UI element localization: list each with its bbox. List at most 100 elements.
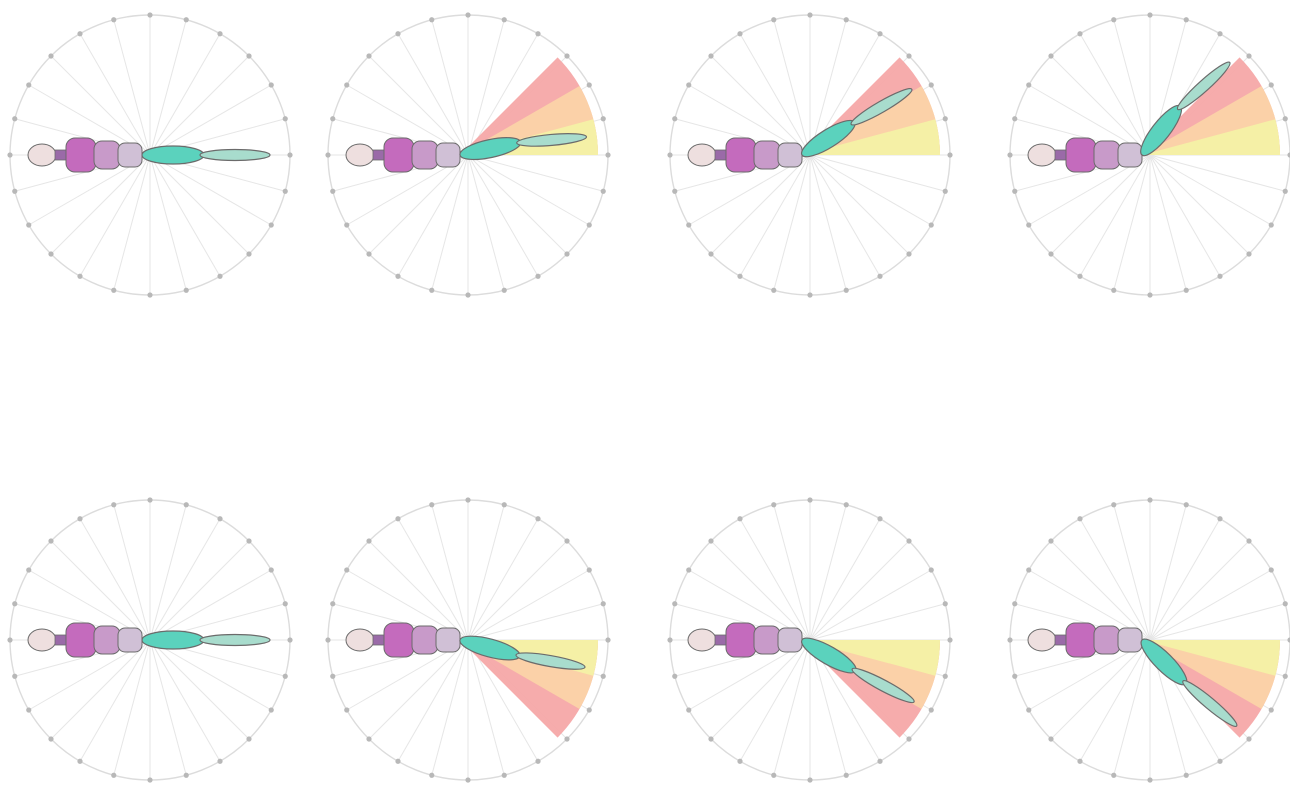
- tick-dot: [667, 637, 673, 643]
- spoke-line: [1050, 154, 1151, 255]
- spoke-line: [467, 19, 505, 156]
- tick-dot: [429, 772, 435, 778]
- tick-dot: [246, 251, 252, 257]
- spoke-line: [809, 504, 847, 641]
- tick-dot: [947, 152, 953, 158]
- spoke-line: [739, 518, 811, 641]
- tick-dot: [465, 777, 471, 783]
- tick-dot: [282, 116, 288, 122]
- tick-dot: [501, 17, 507, 23]
- tick-dot: [737, 516, 743, 522]
- spoke-line: [368, 154, 469, 255]
- spoke-line: [149, 518, 221, 641]
- spoke-line: [1079, 33, 1151, 156]
- limb-segment-proximal: [141, 630, 205, 650]
- tick-dot: [7, 152, 13, 158]
- tick-dot: [535, 273, 541, 279]
- tick-dot: [429, 287, 435, 293]
- tick-dot: [330, 601, 336, 607]
- spoke-line: [113, 19, 151, 156]
- tick-dot: [1217, 516, 1223, 522]
- spoke-line: [79, 639, 151, 762]
- spoke-line: [467, 154, 568, 255]
- tick-dot: [1183, 502, 1189, 508]
- spoke-line: [809, 603, 946, 641]
- panel-row2-col3: [660, 490, 960, 790]
- tick-dot: [906, 251, 912, 257]
- tick-dot: [928, 222, 934, 228]
- tick-dot: [287, 637, 293, 643]
- spoke-line: [113, 639, 151, 776]
- tick-dot: [77, 758, 83, 764]
- tick-dot: [429, 17, 435, 23]
- spoke-line: [1149, 154, 1187, 291]
- spoke-line: [149, 639, 187, 776]
- spoke-line: [397, 518, 469, 641]
- tick-dot: [395, 758, 401, 764]
- tick-dot: [183, 17, 189, 23]
- spoke-line: [431, 504, 469, 641]
- limb-segment-distal: [516, 133, 588, 147]
- tick-dot: [686, 222, 692, 228]
- tick-dot: [906, 736, 912, 742]
- range-wedge-inner: [1142, 640, 1280, 676]
- spoke-line: [1149, 540, 1250, 641]
- tick-dot: [906, 53, 912, 59]
- spoke-line: [1149, 569, 1272, 641]
- body-segment-3: [777, 142, 803, 168]
- tick-dot: [1048, 251, 1054, 257]
- body-segment-3: [1117, 627, 1143, 653]
- spoke-line: [467, 639, 505, 776]
- spoke-line: [113, 504, 151, 641]
- spoke-line: [467, 33, 539, 156]
- spoke-line: [79, 518, 151, 641]
- spoke-line: [467, 504, 505, 641]
- spoke-line: [1149, 154, 1272, 226]
- tick-dot: [26, 222, 32, 228]
- tick-dot: [344, 82, 350, 88]
- tick-dot: [1246, 53, 1252, 59]
- spoke-line: [1149, 518, 1221, 641]
- head-segment: [687, 143, 717, 167]
- spoke-line: [739, 154, 811, 277]
- tick-dot: [1026, 222, 1032, 228]
- spoke-line: [773, 639, 811, 776]
- tick-dot: [605, 152, 611, 158]
- tick-dot: [344, 707, 350, 713]
- body-segment-2: [1093, 625, 1121, 655]
- limb-segment-distal: [515, 652, 586, 670]
- spoke-line: [149, 569, 272, 641]
- tick-dot: [1012, 601, 1018, 607]
- spoke-line: [467, 154, 590, 226]
- spoke-line: [1113, 19, 1151, 156]
- body-segment-1: [65, 622, 97, 658]
- head-segment: [345, 628, 375, 652]
- spoke-line: [149, 639, 272, 711]
- tick-dot: [395, 31, 401, 37]
- tick-dot: [942, 601, 948, 607]
- spoke-line: [773, 19, 811, 156]
- tick-dot: [77, 516, 83, 522]
- tick-dot: [147, 777, 153, 783]
- tick-dot: [737, 31, 743, 37]
- spoke-line: [1149, 154, 1221, 277]
- spoke-line: [467, 154, 604, 192]
- tick-dot: [330, 188, 336, 194]
- tick-dot: [843, 772, 849, 778]
- tick-dot: [1012, 673, 1018, 679]
- tick-dot: [48, 251, 54, 257]
- tick-dot: [344, 567, 350, 573]
- tick-dot: [268, 82, 274, 88]
- spoke-line: [149, 639, 221, 762]
- tick-dot: [1246, 251, 1252, 257]
- body-segment-3: [117, 627, 143, 653]
- tick-dot: [217, 273, 223, 279]
- tick-dot: [465, 12, 471, 18]
- tick-dot: [465, 292, 471, 298]
- panel-row2-col2: [318, 490, 618, 790]
- spoke-line: [467, 540, 568, 641]
- spoke-line: [809, 154, 881, 277]
- spoke-line: [397, 639, 469, 762]
- tick-dot: [1268, 567, 1274, 573]
